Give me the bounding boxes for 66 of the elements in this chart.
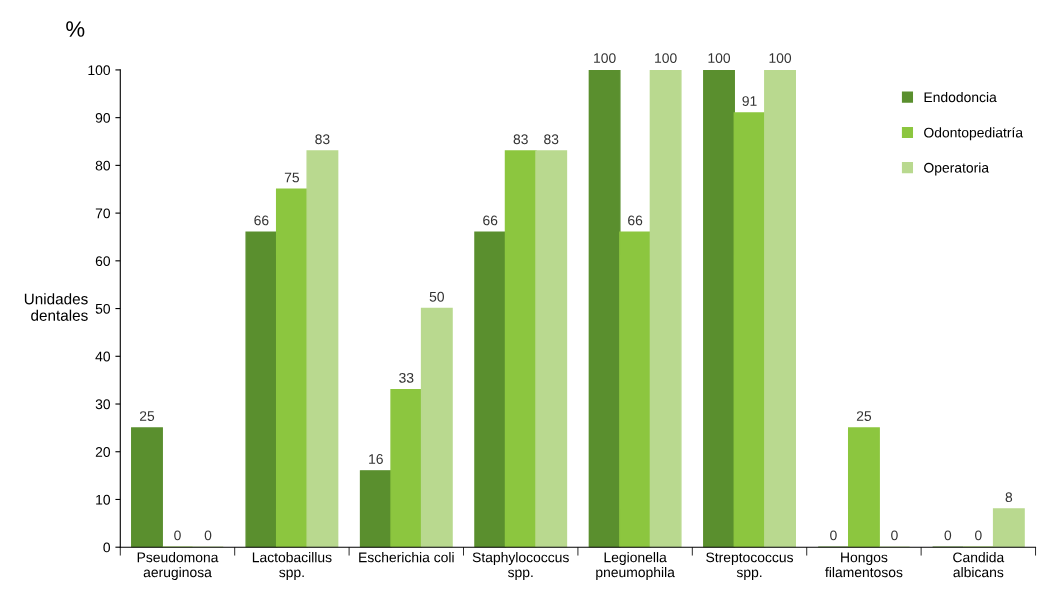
data-label: 83 xyxy=(315,134,330,145)
data-label: 25 xyxy=(856,411,872,421)
bar xyxy=(131,427,163,548)
y-tick-label: 50 xyxy=(95,303,111,314)
y-tick-label: 0 xyxy=(103,542,111,553)
legend-label: Endodoncia xyxy=(924,91,997,103)
bar xyxy=(306,150,339,548)
x-tick-label: Staphylococcus spp. xyxy=(472,552,569,580)
bar xyxy=(535,150,568,548)
y-tick-label: 30 xyxy=(95,399,111,410)
y-tick-label: 100 xyxy=(88,65,111,76)
bar xyxy=(619,231,652,548)
x-tick-label: Pseudomona aeruginosa xyxy=(137,552,219,580)
legend-label: Operatoria xyxy=(924,162,990,176)
bar xyxy=(474,231,507,548)
bar xyxy=(649,69,682,548)
bar xyxy=(588,69,621,548)
x-tick-label: Escherichia coli xyxy=(359,552,454,563)
bar xyxy=(703,69,735,548)
data-label: 100 xyxy=(708,53,731,64)
data-label: 75 xyxy=(284,172,300,183)
bar xyxy=(504,150,537,548)
y-tick-label: 20 xyxy=(95,447,111,457)
data-label: 33 xyxy=(399,372,414,383)
bar xyxy=(847,427,880,548)
bar xyxy=(764,69,796,548)
data-label: 83 xyxy=(513,134,528,145)
y-axis-title: Unidades dentales xyxy=(24,293,88,321)
y-tick-label: 90 xyxy=(95,112,111,123)
bar xyxy=(359,470,392,548)
x-tick-label: Lactobacillus spp. xyxy=(252,552,332,580)
bar xyxy=(420,307,453,548)
y-tick-label: 80 xyxy=(95,160,111,171)
bar xyxy=(245,231,278,548)
data-label: 16 xyxy=(369,454,383,464)
x-tick-label: Candida albicans xyxy=(953,552,1005,578)
data-label: 0 xyxy=(174,530,181,541)
x-tick-label: Streptococcus spp. xyxy=(706,552,794,580)
data-label: 91 xyxy=(742,96,757,106)
data-label: 66 xyxy=(254,215,269,226)
bar xyxy=(390,389,423,548)
data-label: 83 xyxy=(544,134,559,145)
bar xyxy=(275,188,308,548)
data-label: 100 xyxy=(769,53,792,64)
data-label: 8 xyxy=(1005,492,1013,503)
x-tick-label: Hongos filamentosos xyxy=(825,552,903,578)
bar xyxy=(733,112,766,548)
y-tick-label: 70 xyxy=(95,208,111,219)
y-tick-label: 40 xyxy=(95,351,111,362)
data-label: 0 xyxy=(891,530,898,541)
y-tick-label: 60 xyxy=(95,256,111,266)
bar xyxy=(992,508,1025,548)
data-label: 0 xyxy=(975,530,982,541)
data-label: 0 xyxy=(944,530,952,541)
legend-label: Odontopediatría xyxy=(924,127,1024,141)
data-label: 100 xyxy=(655,53,677,64)
data-label: 0 xyxy=(204,530,212,541)
x-tick-label: Legionella pneumophila xyxy=(596,552,675,580)
data-label: 66 xyxy=(483,215,498,226)
data-label: 0 xyxy=(830,530,837,541)
data-label: 100 xyxy=(594,53,616,64)
y-tick-label: 10 xyxy=(96,494,111,505)
text: % xyxy=(66,21,85,37)
data-label: 50 xyxy=(429,291,444,302)
data-label: 66 xyxy=(628,215,643,226)
data-label: 25 xyxy=(139,411,155,421)
